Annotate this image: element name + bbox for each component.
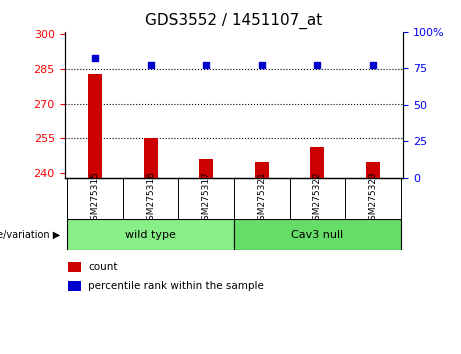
Text: GSM275316: GSM275316 — [146, 171, 155, 226]
Bar — [68, 262, 82, 272]
Text: wild type: wild type — [125, 229, 176, 240]
Bar — [144, 138, 158, 178]
Text: GSM275322: GSM275322 — [313, 171, 322, 226]
Bar — [366, 161, 380, 178]
Point — [258, 63, 266, 68]
Bar — [234, 219, 401, 250]
Point — [313, 63, 321, 68]
Text: GSM275315: GSM275315 — [91, 171, 100, 226]
Text: Cav3 null: Cav3 null — [291, 229, 343, 240]
Point — [202, 63, 210, 68]
Point — [147, 63, 154, 68]
Text: GSM275323: GSM275323 — [368, 171, 377, 226]
Bar — [67, 219, 234, 250]
Text: count: count — [88, 262, 118, 272]
Title: GDS3552 / 1451107_at: GDS3552 / 1451107_at — [145, 13, 323, 29]
Text: percentile rank within the sample: percentile rank within the sample — [88, 281, 264, 291]
Text: GSM275321: GSM275321 — [257, 171, 266, 226]
Bar — [310, 147, 324, 178]
Bar — [88, 74, 102, 178]
Bar — [68, 281, 82, 291]
Text: GSM275317: GSM275317 — [201, 171, 211, 226]
Bar — [255, 161, 269, 178]
Point — [369, 63, 377, 68]
Point — [91, 55, 99, 61]
Text: genotype/variation ▶: genotype/variation ▶ — [0, 229, 60, 240]
Bar — [199, 159, 213, 178]
